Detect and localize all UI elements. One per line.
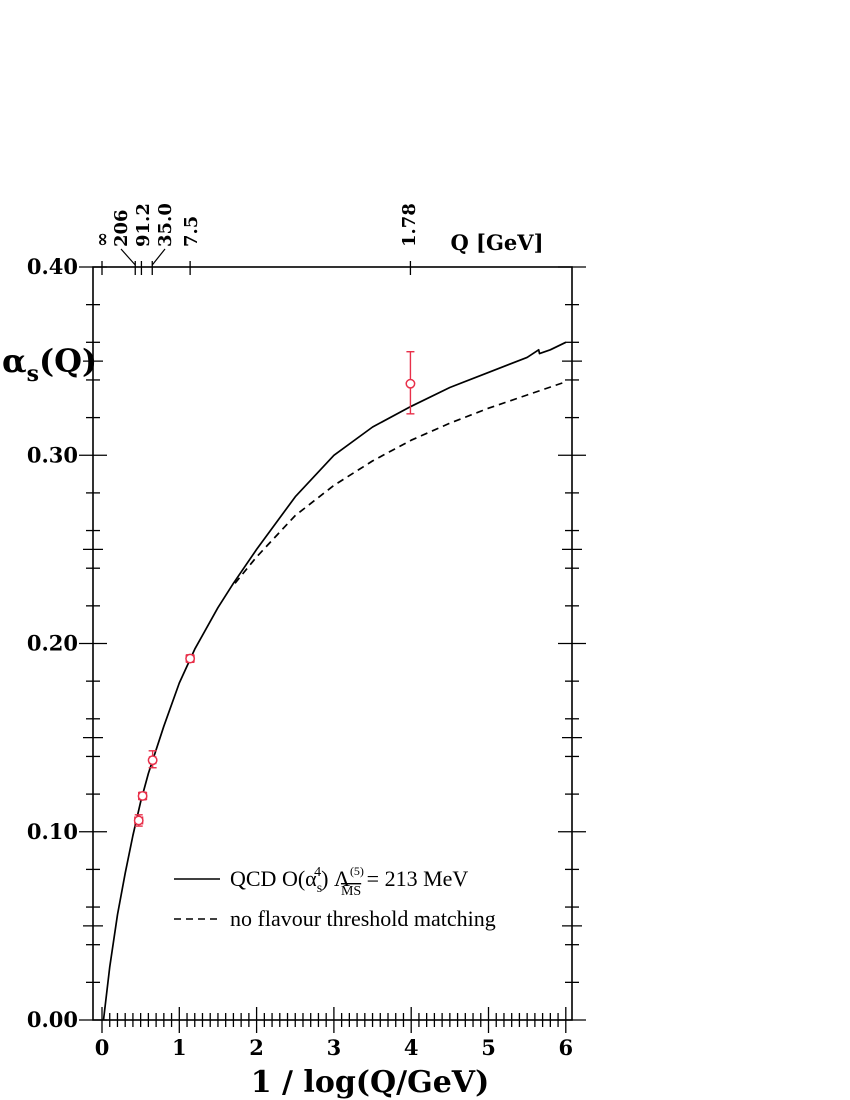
x-tick-label: 1 [172,1035,187,1060]
data-point [147,750,158,769]
legend: QCD O(αs4) Λ(5) MS = 213 MeV no flavour t… [174,864,496,931]
top-tick-label: 1.78 [399,203,420,247]
x-tick-label: 6 [558,1035,573,1060]
y-axis-label: αs(Q) [2,342,97,387]
legend-qcd-label: QCD O(αs4) Λ(5) MS = 213 MeV [230,864,468,899]
y-tick-label: 0.10 [27,819,78,844]
data-point [185,653,196,664]
data-points [133,351,416,827]
top-tick-connector [151,248,166,266]
top-tick-connector [120,248,136,266]
axis-ticks: 0 1 2 3 4 5 6 0.00 0.10 0.20 0.30 0.40 [27,254,586,1060]
qcd-curve [102,341,567,1021]
top-q-axis: ∞206 91.2 35.0 7.5 1.78 [92,203,420,275]
top-tick-label: 35.0 [155,203,176,247]
y-tick-label: 0.40 [27,254,78,279]
point-marker [137,791,148,801]
x-axis-label: 1 / log(Q/GeV) [251,1065,490,1100]
top-tick-label: 7.5 [181,216,202,247]
y-tick-label: 0.30 [27,442,78,467]
y-tick-label: 0.20 [27,631,78,656]
top-tick-label: 206 [111,209,132,247]
x-tick-label: 4 [404,1035,419,1060]
top-tick-label: 91.2 [133,203,154,247]
data-point [405,351,416,415]
x-tick-label: 3 [327,1035,342,1060]
point-marker [147,755,158,766]
point-marker [185,653,196,664]
no-matching-curve [234,380,567,584]
curves [102,341,567,1021]
point-marker [405,378,416,389]
data-point [133,814,144,827]
x-tick-label: 5 [481,1035,496,1060]
x-tick-label: 0 [95,1035,110,1060]
top-tick-label: ∞ [92,232,113,247]
legend-dashed-label: no flavour threshold matching [230,906,496,931]
data-point [137,791,148,801]
y-tick-label: 0.00 [27,1007,78,1032]
x-tick-label: 2 [249,1035,264,1060]
top-axis-label: Q [GeV] [450,230,543,255]
point-marker [133,815,144,826]
